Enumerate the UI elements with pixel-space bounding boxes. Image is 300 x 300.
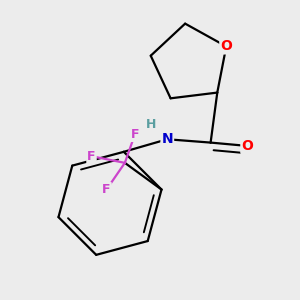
Text: F: F — [130, 128, 139, 141]
Text: N: N — [161, 132, 173, 146]
Text: O: O — [241, 139, 253, 153]
Text: F: F — [87, 150, 96, 163]
Text: O: O — [220, 39, 232, 53]
Text: F: F — [102, 183, 111, 196]
Text: H: H — [146, 118, 156, 131]
